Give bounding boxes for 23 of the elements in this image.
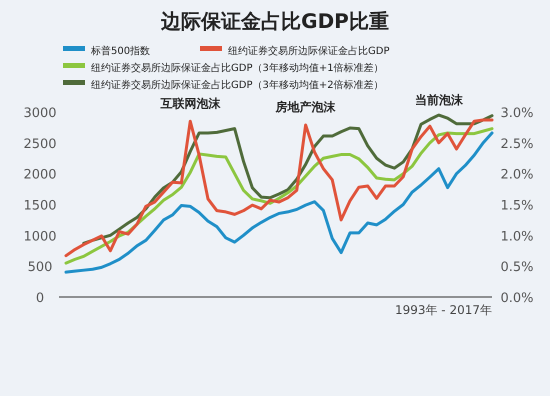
chart-title: 边际保证金占比GDP比重 <box>160 9 389 33</box>
y2-tick-label: 0.0% <box>500 291 534 306</box>
y2-tick-label: 0.5% <box>500 260 534 276</box>
y-tick-label: 1500 <box>23 198 57 214</box>
y2-tick-label: 3.0% <box>500 106 534 121</box>
y2-tick-label: 2.5% <box>500 136 534 152</box>
y-tick-label: 500 <box>28 260 52 276</box>
y-tick-label: 1000 <box>23 229 57 244</box>
y2-tick-label: 1.0% <box>500 229 534 244</box>
annotation: 当前泡沫 <box>414 93 464 107</box>
y-tick-label: 0 <box>36 291 44 306</box>
annotation: 互联网泡沫 <box>159 96 222 110</box>
legend-label: 纽约证券交易所边际保证金占比GDP（3年移动均值+2倍标准差） <box>91 79 384 91</box>
legend-label: 纽约证券交易所边际保证金占比GDP <box>228 45 390 57</box>
y2-tick-label: 2.0% <box>500 168 534 183</box>
y-tick-label: 2000 <box>23 168 57 183</box>
y2-tick-label: 1.5% <box>500 198 534 214</box>
x-axis-title: 1993年 - 2017年 <box>394 303 492 317</box>
y-tick-label: 2500 <box>23 136 57 152</box>
legend-label: 纽约证券交易所边际保证金占比GDP（3年移动均值+1倍标准差） <box>91 62 384 74</box>
y-tick-label: 3000 <box>23 106 57 121</box>
annotation: 房地产泡沫 <box>274 100 337 114</box>
legend-label: 标普500指数 <box>90 45 150 57</box>
